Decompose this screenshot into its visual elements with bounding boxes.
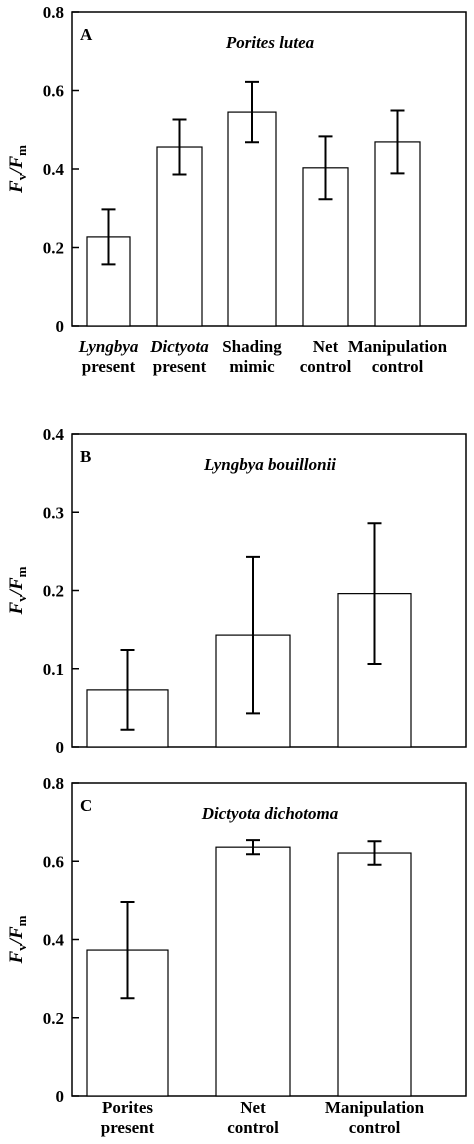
y-tick-label: 0.6 bbox=[43, 852, 64, 871]
y-label-subscript: v bbox=[14, 173, 29, 180]
x-tick-label: control bbox=[372, 357, 424, 376]
y-tick-label: 0.6 bbox=[43, 82, 64, 101]
x-tick-label: Net bbox=[240, 1098, 266, 1117]
x-tick-label: Porites bbox=[102, 1098, 153, 1117]
y-label-part: /F bbox=[6, 156, 27, 176]
bar bbox=[156, 146, 203, 327]
error-bar bbox=[120, 648, 135, 731]
panel-title: Porites lutea bbox=[225, 33, 315, 52]
panel-label: C bbox=[80, 796, 92, 815]
error-bar bbox=[318, 135, 333, 201]
y-tick-label: 0 bbox=[56, 317, 65, 336]
x-tick-label: present bbox=[82, 357, 136, 376]
error-bar bbox=[390, 109, 405, 175]
error-bar bbox=[101, 208, 116, 266]
y-tick-label: 0.2 bbox=[43, 1009, 64, 1028]
y-tick-label: 0 bbox=[56, 1087, 65, 1106]
y-axis-label: Fv/Fm bbox=[6, 566, 29, 615]
y-axis-label: Fv/Fm bbox=[6, 915, 29, 964]
x-tick-label: Dictyota bbox=[149, 337, 209, 356]
x-tick-label: control bbox=[349, 1118, 401, 1137]
error-bar bbox=[246, 555, 260, 715]
bar bbox=[215, 846, 291, 1097]
y-label-part: F bbox=[6, 601, 27, 615]
error-bar bbox=[367, 522, 382, 666]
error-bar bbox=[120, 900, 135, 1000]
panel-title: Dictyota dichotoma bbox=[201, 804, 339, 823]
x-tick-label: mimic bbox=[229, 357, 275, 376]
x-tick-label: Manipulation bbox=[348, 337, 448, 356]
x-tick-label: present bbox=[101, 1118, 155, 1137]
y-label-part: F bbox=[6, 180, 27, 194]
x-tick-label: control bbox=[300, 357, 352, 376]
x-tick-label: Manipulation bbox=[325, 1098, 425, 1117]
y-tick-label: 0.1 bbox=[43, 660, 64, 679]
x-tick-label: Lyngbya bbox=[78, 337, 139, 356]
y-tick-label: 0.4 bbox=[43, 160, 65, 179]
y-tick-label: 0.3 bbox=[43, 503, 64, 522]
y-tick-label: 0.8 bbox=[43, 3, 64, 22]
y-label-subscript: v bbox=[14, 595, 29, 602]
y-label-subscript: m bbox=[14, 145, 29, 156]
y-tick-label: 0.4 bbox=[43, 931, 65, 950]
y-tick-label: 0 bbox=[56, 738, 65, 757]
y-tick-label: 0.4 bbox=[43, 425, 65, 444]
error-bar bbox=[172, 118, 187, 176]
y-label-subscript: v bbox=[14, 944, 29, 951]
y-label-part: /F bbox=[6, 577, 27, 597]
x-tick-label: present bbox=[153, 357, 207, 376]
bar bbox=[227, 111, 277, 327]
x-tick-label: Net bbox=[313, 337, 339, 356]
y-label-part: /F bbox=[6, 926, 27, 946]
error-bar bbox=[246, 839, 260, 856]
y-tick-label: 0.2 bbox=[43, 239, 64, 258]
y-label-subscript: m bbox=[14, 566, 29, 577]
y-label-part: F bbox=[6, 950, 27, 964]
panel-label: A bbox=[80, 25, 93, 44]
x-tick-label: control bbox=[227, 1118, 279, 1137]
y-tick-label: 0.8 bbox=[43, 774, 64, 793]
panel-label: B bbox=[80, 447, 91, 466]
error-bar bbox=[367, 840, 382, 866]
y-axis-label: Fv/Fm bbox=[6, 145, 29, 194]
y-tick-label: 0.2 bbox=[43, 582, 64, 601]
panel-title: Lyngbya bouillonii bbox=[203, 455, 336, 474]
bar bbox=[337, 852, 412, 1097]
x-tick-label: Shading bbox=[222, 337, 282, 356]
y-label-subscript: m bbox=[14, 915, 29, 926]
error-bar bbox=[245, 80, 259, 144]
